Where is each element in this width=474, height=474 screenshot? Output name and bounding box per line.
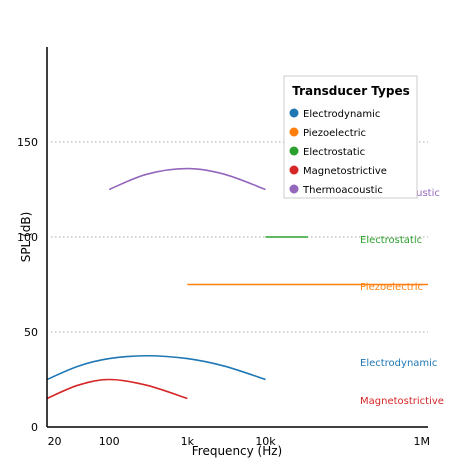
legend-title: Transducer Types: [292, 84, 410, 98]
series-label-magnetostrictive: Magnetostrictive: [360, 396, 444, 407]
y-tick-label: 0: [31, 421, 38, 434]
legend: Transducer Types Electrodynamic Piezoelec…: [283, 75, 418, 199]
legend-label-thermoacoustic: Thermoacoustic: [302, 185, 383, 196]
legend-marker-magnetostrictive: [289, 165, 299, 175]
plot-series: [46, 167, 428, 400]
x-tick-label: 20: [48, 435, 62, 448]
series-label-electrostatic: Electrostatic: [360, 235, 422, 246]
x-tick-label: 100: [99, 435, 120, 448]
series-line-thermoacoustic: [108, 167, 266, 191]
x-axis-label: Frequency (Hz): [192, 444, 283, 458]
legend-box: [283, 75, 418, 199]
x-tick-label: 1k: [181, 435, 195, 448]
series-labels: Electrodynamic Piezoelectric Electrostatic…: [359, 188, 444, 407]
legend-label-electrodynamic: Electrodynamic: [303, 109, 380, 120]
legend-marker-electrodynamic: [289, 108, 299, 118]
axes: [46, 47, 428, 428]
series-line-electrodynamic: [46, 354, 266, 381]
x-tick-label: 10k: [255, 435, 276, 448]
grid: [51, 141, 428, 333]
series-label-electrodynamic: Electrodynamic: [360, 358, 437, 369]
series-label-piezoelectric: Piezoelectric: [360, 282, 423, 293]
legend-items: Electrodynamic Piezoelectric Electrostatic…: [289, 108, 387, 196]
legend-label-electrostatic: Electrostatic: [303, 147, 365, 158]
x-tick-label: 1M: [414, 435, 431, 448]
series-line-magnetostrictive: [46, 378, 188, 400]
y-tick-label: 100: [17, 231, 38, 244]
tick-labels: 20 100 1k 10k 1M 0 50 100 150: [17, 136, 430, 448]
legend-marker-electrostatic: [289, 146, 299, 156]
y-axis-label: SPL (dB): [19, 212, 33, 263]
legend-marker-piezoelectric: [289, 127, 299, 137]
legend-label-magnetostrictive: Magnetostrictive: [303, 166, 387, 177]
y-tick-label: 50: [24, 326, 38, 339]
legend-label-piezoelectric: Piezoelectric: [303, 128, 366, 139]
legend-marker-thermoacoustic: [289, 184, 299, 194]
y-tick-label: 150: [17, 136, 38, 149]
